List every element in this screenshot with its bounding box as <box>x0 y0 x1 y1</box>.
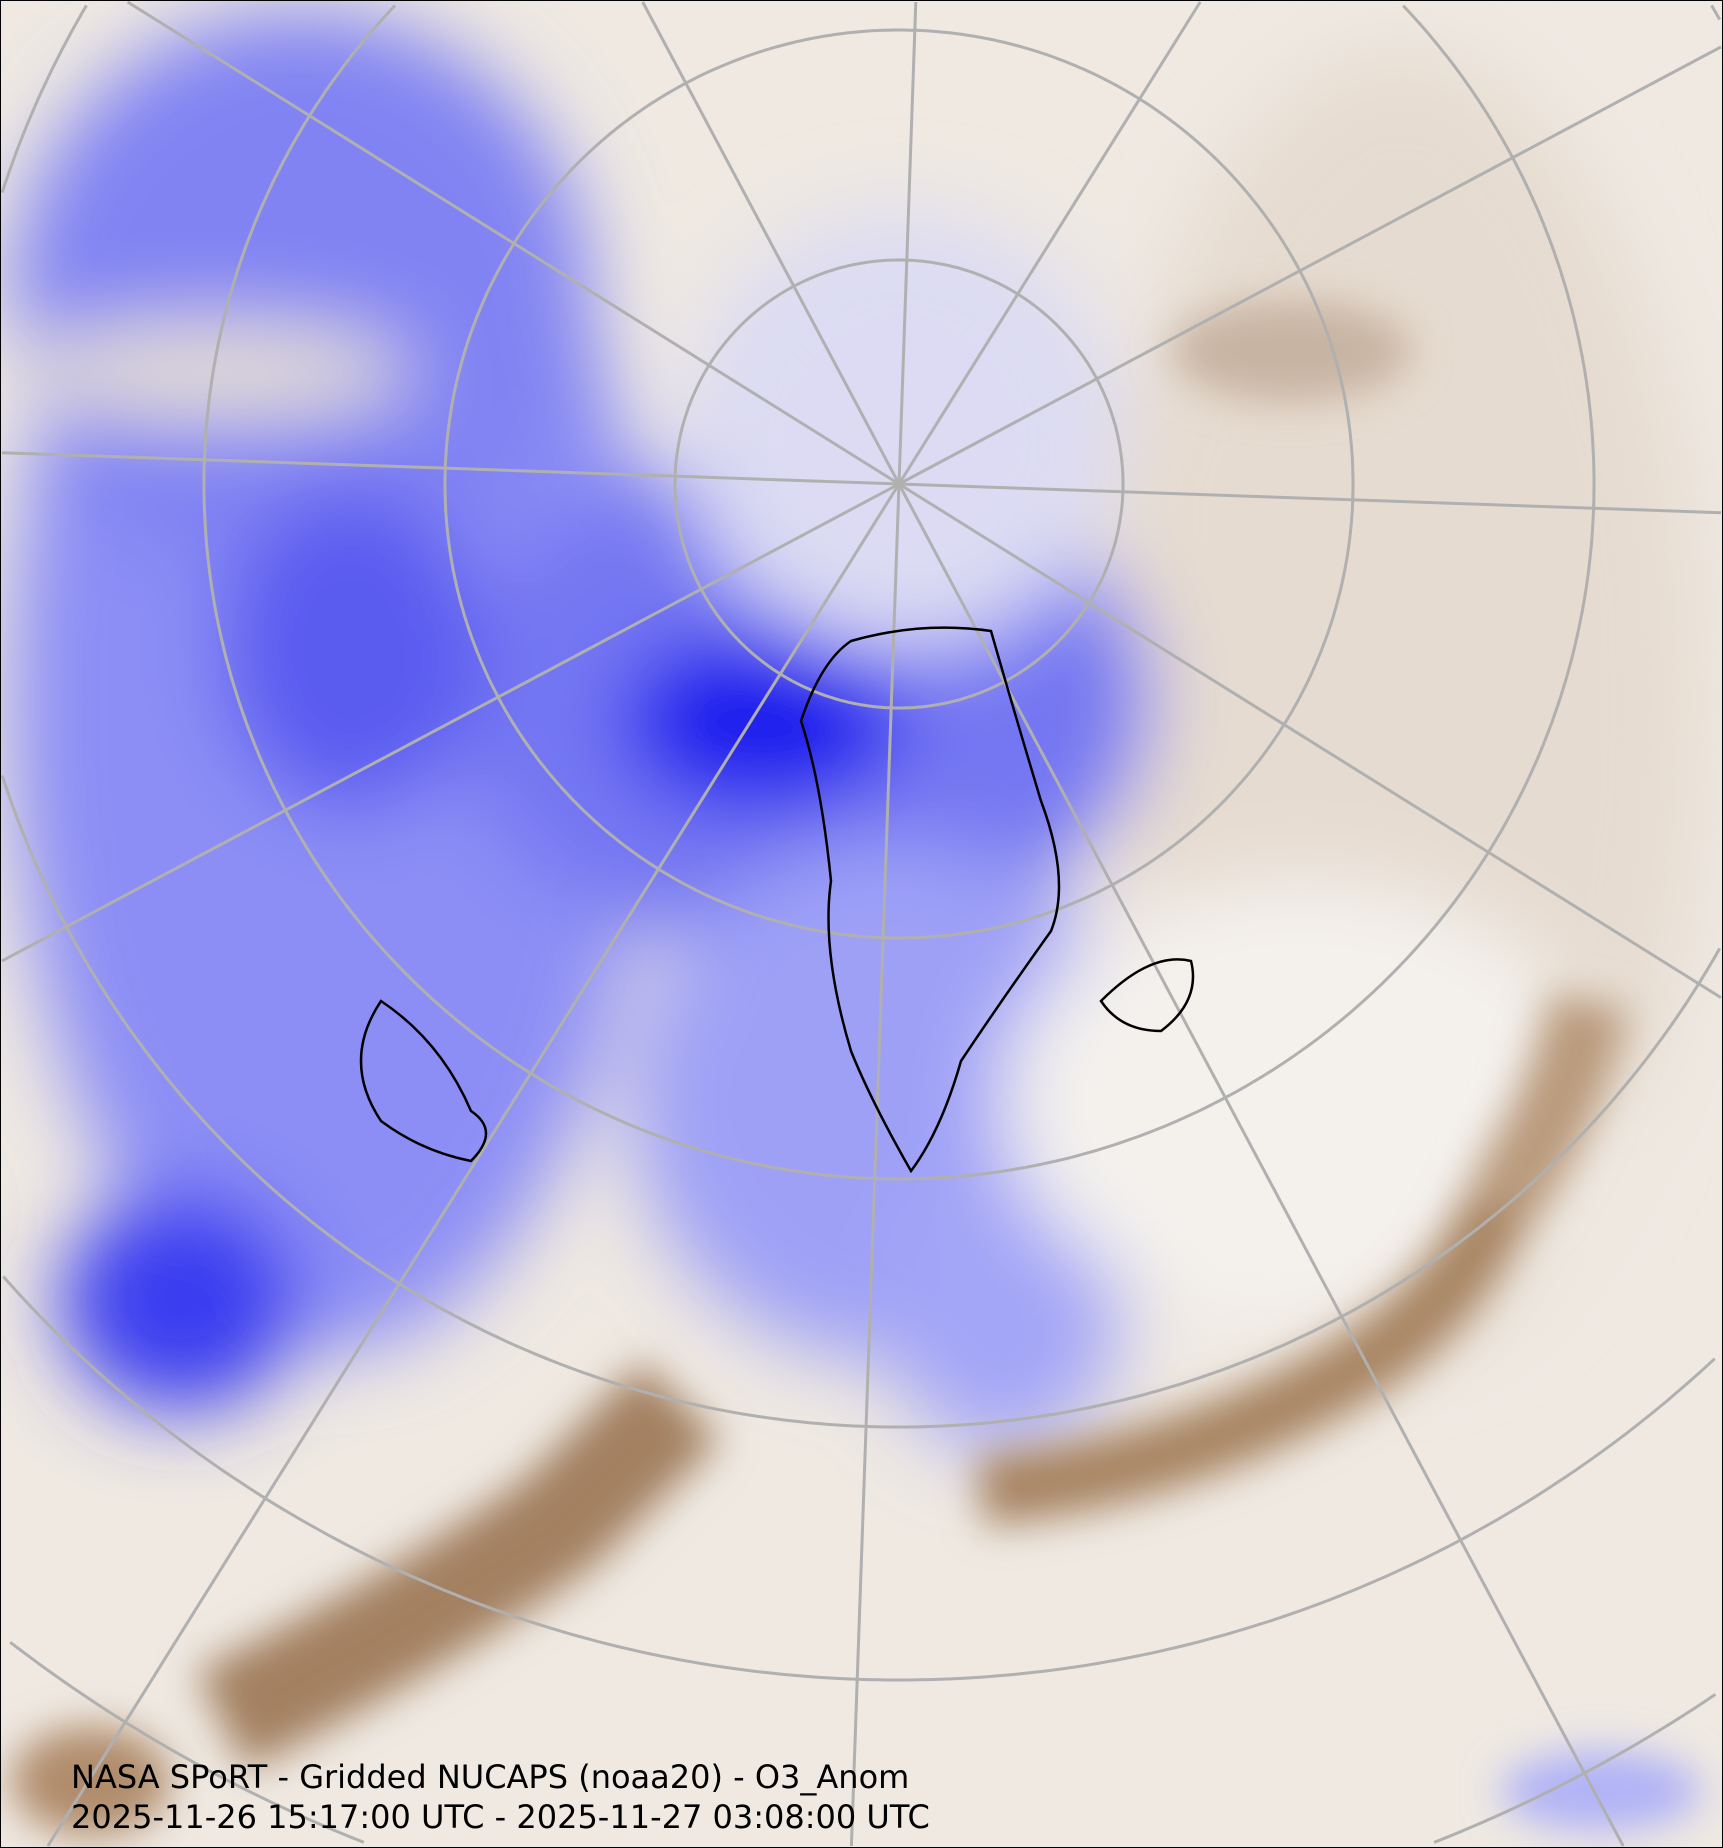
meridian-line <box>898 482 1722 515</box>
meridian-line <box>1 482 900 963</box>
meridian-line <box>849 483 901 1847</box>
meridian-line <box>897 1 918 485</box>
latitude-circle <box>9 1641 365 1844</box>
meridian-line <box>641 1 901 485</box>
iceland-coast <box>1099 958 1195 1033</box>
meridian-line <box>897 1 1202 485</box>
latitude-circle <box>1 4 88 194</box>
latitude-circle <box>1 774 1722 1429</box>
latitude-circle <box>1402 4 1596 484</box>
latitude-circle <box>202 4 1596 1181</box>
coastlines <box>359 626 1195 1174</box>
latitude-circle <box>2 1275 1716 1682</box>
latitude-circle <box>673 258 1125 710</box>
latitude-circle <box>443 28 1355 940</box>
meridian-line <box>898 45 1722 486</box>
meridian-line <box>1 451 900 486</box>
meridian-line <box>897 483 1625 1847</box>
map-title: NASA SPoRT - Gridded NUCAPS (noaa20) - O… <box>71 1758 910 1796</box>
meridian-line <box>126 1 900 486</box>
hudson-bay-coast <box>359 999 488 1163</box>
positive-anomaly-bands <box>11 301 1701 1836</box>
map-time-range: 2025-11-26 15:17:00 UTC - 2025-11-27 03:… <box>71 1798 930 1836</box>
latitude-circle <box>1433 1693 1717 1844</box>
meridian-line <box>898 482 1722 999</box>
meridian-line <box>46 483 901 1847</box>
latitude-circle <box>1710 4 1722 21</box>
greenland-coast <box>799 626 1061 1174</box>
